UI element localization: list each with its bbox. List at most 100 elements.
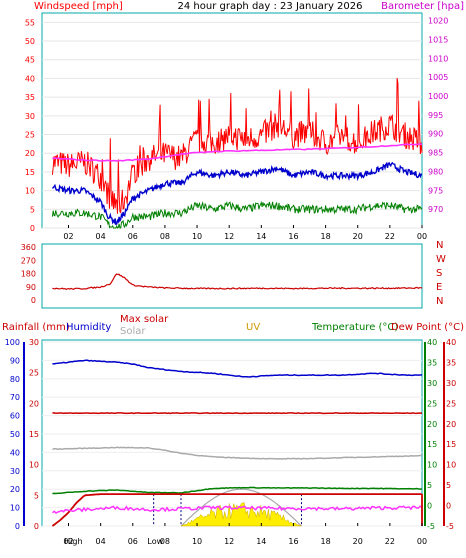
humidity-tick-label: 10 (10, 504, 20, 513)
compass-label: W (436, 254, 446, 265)
temp-x-tick-label: 02 (63, 537, 73, 546)
wind-axes: 0510152025303540455055970975980985990995… (25, 17, 449, 233)
barometer-tick-label: 1020 (428, 17, 448, 26)
direction-tick-label: 90 (26, 283, 36, 292)
wind-average-line (51, 161, 423, 226)
solar-area-fill (180, 502, 302, 527)
wind-x-tick-label: 06 (128, 232, 138, 241)
solar-label: Solar (120, 326, 146, 337)
direction-tick-label: 360 (21, 243, 36, 252)
temp-tick-label: 30 (427, 379, 437, 388)
temp-x-tick-label: 12 (224, 537, 234, 546)
temperature-line (52, 486, 423, 495)
humidity-axis-title: Humidity (66, 322, 111, 333)
wind-x-ticks: 02 04 06 08 10 12 14 16 18 20 22 00 (63, 225, 427, 241)
barometer-line (52, 143, 423, 162)
direction-series (52, 273, 423, 290)
wind-gust-line (51, 78, 423, 214)
temp-x-ticks: 02 04 06 08 10 12 14 16 18 20 22 00 High Low (63, 523, 427, 546)
barometer-axis-title: Barometer [hpa] (381, 1, 464, 12)
direction-tick-label: 0 (31, 296, 36, 305)
rain-tick-label: 15 (29, 430, 39, 439)
humidity-tick-label: 90 (10, 356, 20, 365)
temp-series (51, 359, 423, 527)
wind-tick-label: 0 (30, 224, 35, 233)
humidity-tick-label: 0 (15, 522, 20, 531)
humidity-tick-label: 50 (10, 430, 20, 439)
rain-tick-label: 10 (29, 461, 39, 470)
wind-tick-label: 10 (25, 187, 35, 196)
wind-min-line (51, 200, 423, 229)
temperature-axis-title: Temperature (°C) (311, 322, 398, 333)
wind-axis-title: Windspeed [mph] (34, 1, 123, 12)
dewpoint-tick-label: 40 (446, 338, 456, 347)
barometer-tick-label: 1015 (428, 35, 448, 44)
wind-x-tick-label: 18 (321, 232, 331, 241)
direction-tick-label: 270 (21, 256, 36, 265)
direction-tick-label: 180 (21, 270, 36, 279)
temp-x-tick-label: 18 (321, 537, 331, 546)
compass-label: N (436, 240, 443, 251)
graph-title: 24 hour graph day : 23 January 2026 (178, 1, 363, 12)
humidity-tick-label: 100 (5, 338, 20, 347)
barometer-tick-label: 985 (428, 149, 443, 158)
dewpoint-line (51, 505, 423, 515)
barometer-tick-label: 1010 (428, 54, 448, 63)
barometer-tick-label: 970 (428, 205, 443, 214)
wind-x-tick-label: 08 (160, 232, 170, 241)
humidity-tick-label: 40 (10, 448, 20, 457)
barometer-tick-label: 1000 (428, 92, 448, 101)
temp-x-tick-label: 20 (353, 537, 363, 546)
temp-tick-label: 15 (427, 440, 437, 449)
wind-tick-label: 20 (25, 149, 35, 158)
event-label: Low (147, 537, 163, 546)
wind-plot-frame (41, 12, 423, 229)
temp-x-tick-label: 06 (128, 537, 138, 546)
dewpoint-tick-label: 5 (446, 481, 451, 490)
rainfall-axis-title: Rainfall (mm) (2, 322, 70, 333)
wind-tick-label: 30 (25, 112, 35, 121)
temp-x-tick-label: 16 (288, 537, 298, 546)
wind-x-tick-label: 14 (256, 232, 266, 241)
direction-plot-frame (41, 243, 423, 309)
temp-tick-label: -5 (427, 522, 435, 531)
barometer-tick-label: 980 (428, 167, 443, 176)
wind-x-tick-label: 00 (417, 232, 427, 241)
compass-label: S (436, 268, 442, 279)
dewpoint-tick-label: -5 (446, 522, 454, 531)
barometer-tick-label: 975 (428, 186, 443, 195)
rain-tick-label: 0 (34, 522, 39, 531)
wind-x-tick-label: 04 (96, 232, 106, 241)
wind-tick-label: 55 (25, 18, 35, 27)
compass-label: E (436, 282, 442, 293)
temp-tick-label: 20 (427, 420, 437, 429)
dewpoint-tick-label: 25 (446, 399, 456, 408)
wind-x-tick-label: 02 (63, 232, 73, 241)
barometer-tick-label: 995 (428, 111, 443, 120)
uv-label: UV (246, 322, 260, 333)
dewpoint-axis-title: Dew Point (°C) (391, 322, 464, 333)
compass-label: N (436, 296, 443, 307)
wind-tick-label: 35 (25, 93, 35, 102)
wind-tick-label: 25 (25, 131, 35, 140)
humidity-line (52, 359, 423, 378)
temp-tick-label: 35 (427, 358, 437, 367)
temp-tick-label: 25 (427, 399, 437, 408)
wind-direction-line (52, 273, 423, 290)
temp-x-tick-label: 10 (192, 537, 202, 546)
barometer-tick-label: 990 (428, 130, 443, 139)
temp-x-tick-label: 22 (385, 537, 395, 546)
temp-axes: 0102030405060708090100051015202530-50510… (5, 338, 456, 531)
dewpoint-tick-label: 20 (446, 420, 456, 429)
wind-x-tick-label: 10 (192, 232, 202, 241)
barometer-tick-label: 1005 (428, 73, 448, 82)
wind-tick-label: 40 (25, 74, 35, 83)
max-solar-label: Max solar (120, 314, 169, 325)
max-temp-line (52, 412, 423, 415)
rain-tick-label: 30 (29, 338, 39, 347)
event-label: High (64, 537, 82, 546)
rain-tick-label: 20 (29, 399, 39, 408)
wind-tick-label: 50 (25, 37, 35, 46)
